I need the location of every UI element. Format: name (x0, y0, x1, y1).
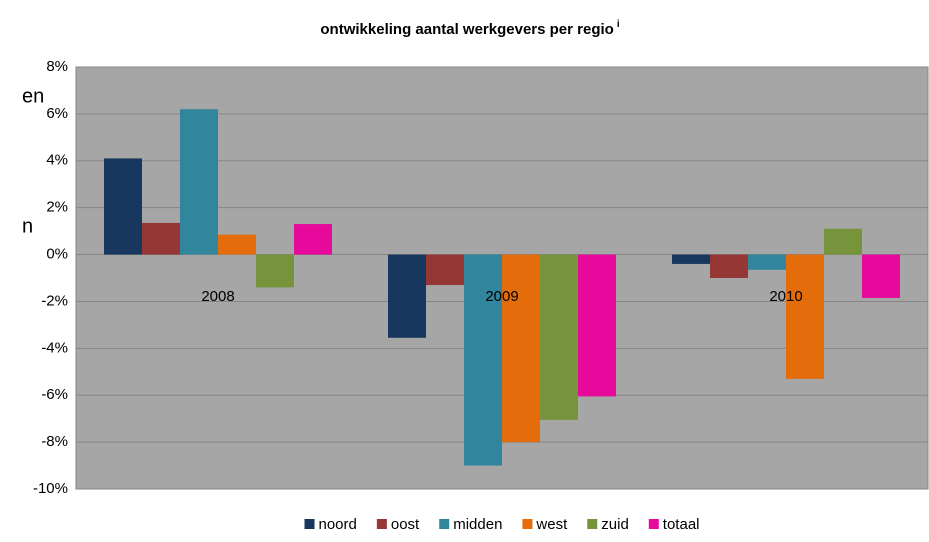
legend-swatch (376, 519, 387, 529)
y-tick-label: 4% (46, 152, 68, 169)
bar (540, 254, 578, 420)
legend-label: west (535, 516, 568, 533)
legend-swatch (439, 519, 450, 529)
y-tick-label: 0% (46, 246, 68, 263)
bar (464, 254, 502, 466)
y-tick-label: -4% (41, 339, 68, 356)
annotation: n (22, 215, 33, 237)
y-tick-label: -8% (41, 433, 68, 450)
bar (426, 254, 464, 286)
bar (672, 254, 710, 264)
chart-title: ontwikkeling aantal werkgevers per regio… (320, 19, 619, 38)
legend-swatch (648, 519, 659, 529)
x-tick-label: 2008 (201, 288, 234, 305)
bar (748, 254, 786, 270)
legend-label: midden (453, 516, 502, 533)
bar (710, 254, 748, 278)
bar (218, 234, 256, 255)
legend-label: oost (391, 516, 420, 533)
legend-swatch (304, 519, 315, 529)
bar (256, 254, 294, 288)
y-tick-label: -6% (41, 386, 68, 403)
annotation: en (22, 85, 44, 107)
bar (180, 109, 218, 255)
y-tick-label: -10% (33, 480, 68, 497)
y-tick-label: 6% (46, 105, 68, 122)
legend-label: noord (318, 516, 356, 533)
bar (388, 254, 426, 338)
bar (294, 224, 332, 255)
bar (142, 222, 180, 255)
x-tick-label: 2010 (769, 288, 802, 305)
bar (578, 254, 616, 397)
bar (824, 228, 862, 255)
y-tick-label: 8% (46, 58, 68, 75)
bar (862, 254, 900, 298)
y-tick-label: -2% (41, 292, 68, 309)
legend-label: zuid (601, 516, 629, 533)
bar (502, 254, 540, 443)
bar (104, 158, 142, 255)
y-tick-label: 2% (46, 199, 68, 216)
bar (786, 254, 824, 379)
legend-label: totaal (663, 516, 700, 533)
x-tick-label: 2009 (485, 288, 518, 305)
legend-swatch (522, 519, 533, 529)
legend-swatch (587, 519, 598, 529)
